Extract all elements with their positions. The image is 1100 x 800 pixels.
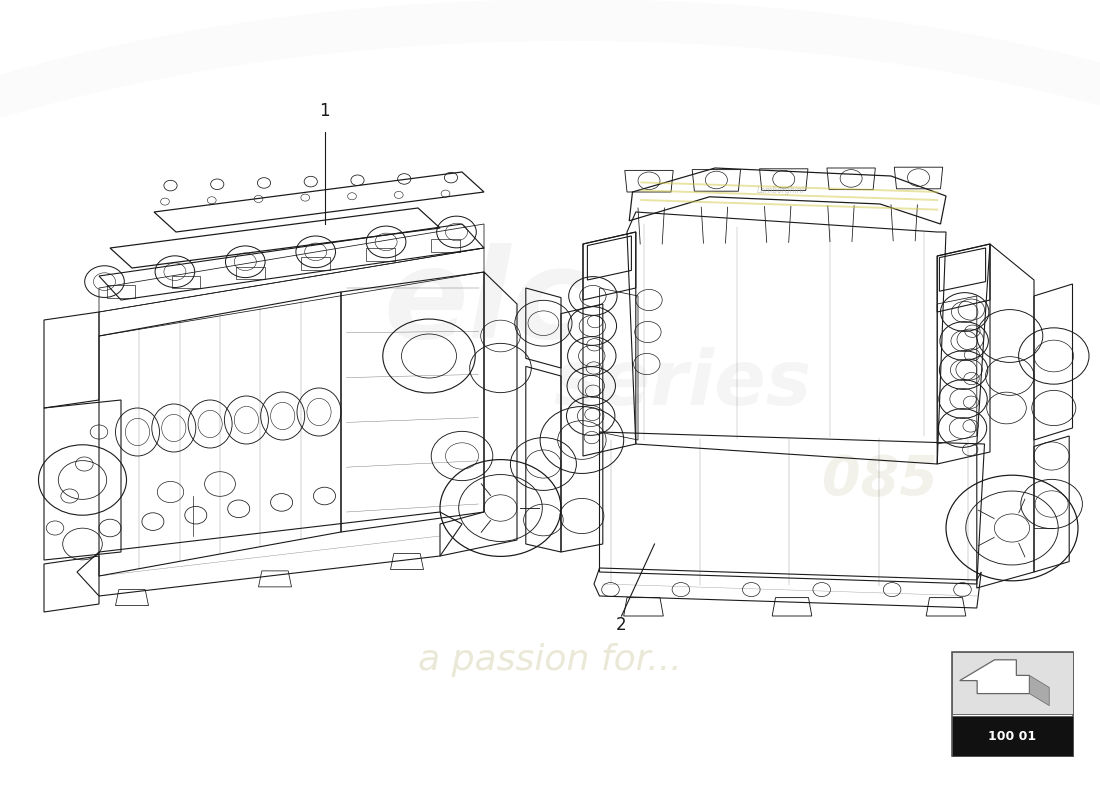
Text: Lamborghini: Lamborghini	[757, 186, 805, 195]
Polygon shape	[1030, 675, 1049, 706]
Text: series: series	[553, 347, 811, 421]
Text: 1: 1	[319, 102, 330, 120]
Text: 085: 085	[822, 453, 938, 507]
FancyBboxPatch shape	[952, 652, 1072, 714]
Polygon shape	[959, 660, 1030, 694]
Text: elc: elc	[383, 243, 585, 365]
FancyBboxPatch shape	[952, 717, 1072, 756]
FancyBboxPatch shape	[952, 652, 1072, 756]
Text: 2: 2	[616, 616, 627, 634]
Text: a passion for...: a passion for...	[418, 643, 682, 677]
Text: 100 01: 100 01	[988, 730, 1036, 742]
